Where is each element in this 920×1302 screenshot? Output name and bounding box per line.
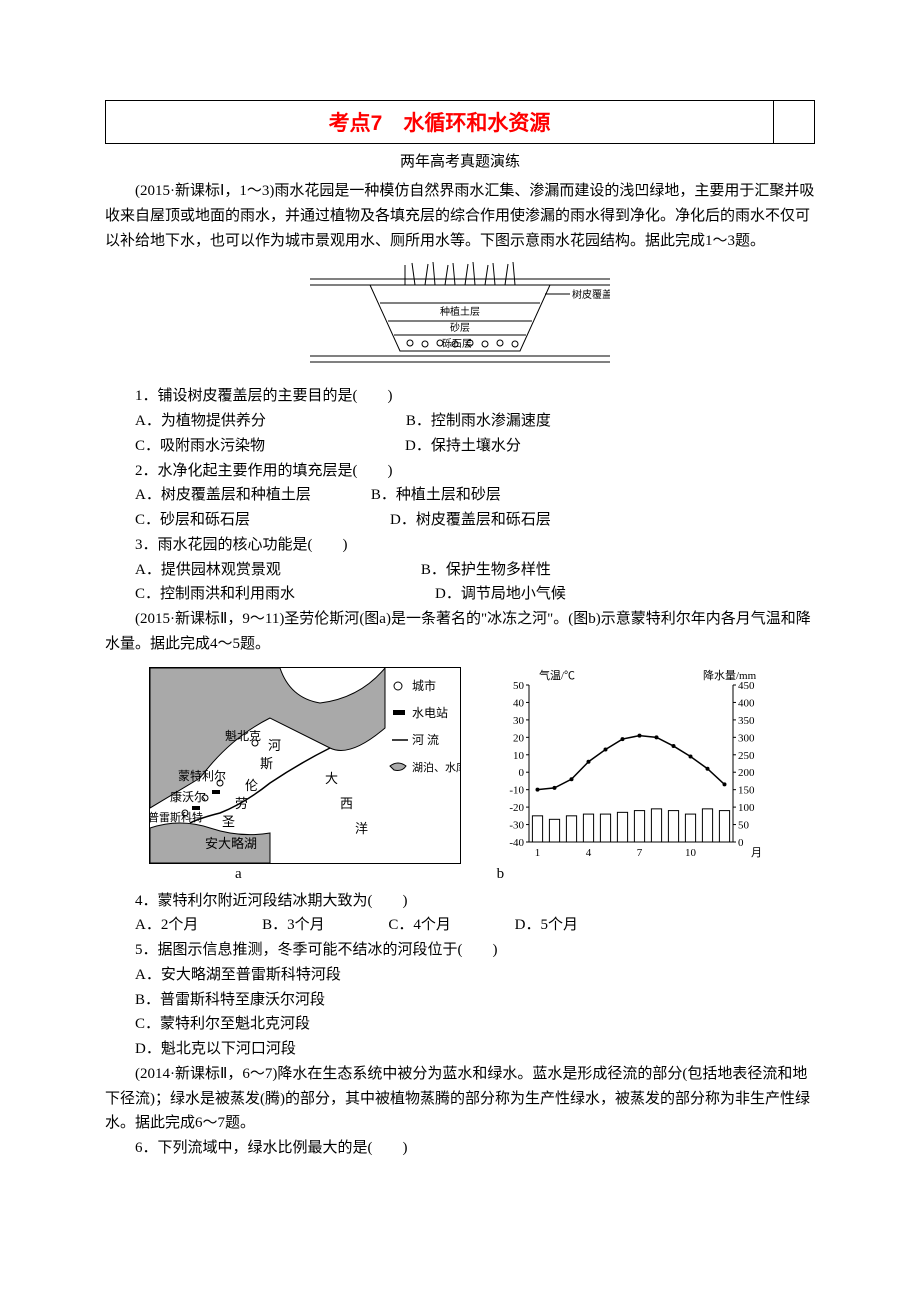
svg-text:安大略湖: 安大略湖	[205, 836, 257, 851]
page-title: 考点7 水循环和水资源	[106, 101, 774, 143]
subtitle: 两年高考真题演练	[105, 150, 815, 171]
svg-text:圣: 圣	[222, 814, 235, 829]
q5-b: B．普雷斯科特至康沃尔河段	[105, 988, 815, 1013]
svg-text:30: 30	[513, 714, 525, 726]
svg-text:50: 50	[513, 680, 525, 692]
svg-text:劳: 劳	[235, 796, 248, 811]
svg-text:400: 400	[738, 697, 755, 709]
intro-1: (2015·新课标Ⅰ，1～3)雨水花园是一种模仿自然界雨水汇集、渗漏而建设的浅凹…	[105, 179, 815, 253]
svg-text:0: 0	[519, 767, 525, 779]
figure-1-rain-garden: 种植土层 砂层 砾石层 树皮覆盖层	[105, 261, 815, 376]
svg-text:普雷斯科特: 普雷斯科特	[149, 810, 203, 824]
svg-text:城市: 城市	[412, 678, 436, 693]
svg-text:4: 4	[586, 847, 592, 859]
svg-text:湖泊、水库: 湖泊、水库	[412, 761, 461, 774]
svg-text:水电站: 水电站	[412, 706, 448, 720]
q4-stem: 4．蒙特利尔附近河段结冰期大致为( )	[105, 889, 815, 914]
svg-text:气温/℃: 气温/℃	[539, 668, 575, 682]
q3-opts-cd: C．控制雨洪和利用雨水D．调节局地小气候	[105, 582, 815, 607]
q6-stem: 6．下列流域中，绿水比例最大的是( )	[105, 1136, 815, 1161]
svg-text:-20: -20	[509, 802, 524, 814]
q3-opts-ab: A．提供园林观赏景观B．保护生物多样性	[105, 558, 815, 583]
intro-2: (2015·新课标Ⅱ，9～11)圣劳伦斯河(图a)是一条著名的"冰冻之河"。(图…	[105, 607, 815, 657]
svg-text:450: 450	[738, 680, 755, 692]
svg-text:7: 7	[637, 847, 643, 859]
svg-text:西: 西	[340, 796, 353, 811]
svg-text:康沃尔: 康沃尔	[170, 789, 206, 804]
svg-text:1: 1	[535, 847, 541, 859]
q2-opts-ab: A．树皮覆盖层和种植土层B．种植土层和砂层	[105, 483, 815, 508]
q5-c: C．蒙特利尔至魁北克河段	[105, 1012, 815, 1037]
q5-stem: 5．据图示信息推测，冬季可能不结冰的河段位于( )	[105, 938, 815, 963]
title-side-cell	[774, 101, 814, 143]
layer-label: 种植土层	[440, 305, 480, 318]
q3-stem: 3．雨水花园的核心功能是( )	[105, 533, 815, 558]
svg-text:0: 0	[738, 837, 744, 849]
q5-a: A．安大略湖至普雷斯科特河段	[105, 963, 815, 988]
chart-b: 气温/℃降水量/mm50403020100-10-20-30-404504003…	[491, 667, 771, 862]
intro-3: (2014·新课标Ⅱ，6～7)降水在生态系统中被分为蓝水和绿水。蓝水是形成径流的…	[105, 1062, 815, 1136]
q5-d: D．魁北克以下河口河段	[105, 1037, 815, 1062]
q1-opts-cd: C．吸附雨水污染物D．保持土壤水分	[105, 434, 815, 459]
svg-text:300: 300	[738, 732, 755, 744]
svg-text:河: 河	[268, 738, 281, 753]
svg-text:200: 200	[738, 767, 755, 779]
svg-text:大: 大	[325, 771, 338, 786]
svg-text:-10: -10	[509, 784, 524, 796]
svg-text:150: 150	[738, 784, 755, 796]
fig-label-a: a	[235, 866, 242, 883]
layer-label: 树皮覆盖层	[572, 288, 610, 301]
q2-stem: 2．水净化起主要作用的填充层是( )	[105, 459, 815, 484]
svg-text:-30: -30	[509, 819, 524, 831]
q1-stem: 1．铺设树皮覆盖层的主要目的是( )	[105, 384, 815, 409]
svg-text:10: 10	[685, 847, 697, 859]
svg-text:50: 50	[738, 819, 750, 831]
svg-text:河 流: 河 流	[412, 733, 439, 747]
figure-2-row: 魁北克 蒙特利尔 康沃尔 普雷斯科特 河 斯 伦 劳 圣 安大略湖 大 西 洋 …	[105, 667, 815, 864]
svg-text:20: 20	[513, 732, 525, 744]
svg-text:斯: 斯	[260, 756, 273, 771]
svg-text:100: 100	[738, 802, 755, 814]
q2-opts-cd: C．砂层和砾石层D．树皮覆盖层和砾石层	[105, 508, 815, 533]
map-a: 魁北克 蒙特利尔 康沃尔 普雷斯科特 河 斯 伦 劳 圣 安大略湖 大 西 洋 …	[149, 667, 461, 864]
layer-label: 砂层	[450, 321, 470, 334]
svg-text:-40: -40	[509, 837, 524, 849]
svg-text:月: 月	[751, 847, 762, 859]
figure-labels: a b	[105, 866, 815, 883]
svg-text:魁北克: 魁北克	[225, 728, 261, 743]
q4-opts: A．2个月 B．3个月 C．4个月 D．5个月	[105, 913, 815, 938]
svg-text:40: 40	[513, 697, 525, 709]
svg-text:伦: 伦	[245, 778, 258, 793]
svg-text:350: 350	[738, 714, 755, 726]
svg-text:10: 10	[513, 749, 525, 761]
q1-opts-ab: A．为植物提供养分B．控制雨水渗漏速度	[105, 409, 815, 434]
title-box: 考点7 水循环和水资源	[105, 100, 815, 144]
fig-label-b: b	[497, 866, 505, 883]
svg-text:蒙特利尔: 蒙特利尔	[178, 768, 226, 783]
svg-text:250: 250	[738, 749, 755, 761]
svg-text:洋: 洋	[355, 821, 368, 836]
